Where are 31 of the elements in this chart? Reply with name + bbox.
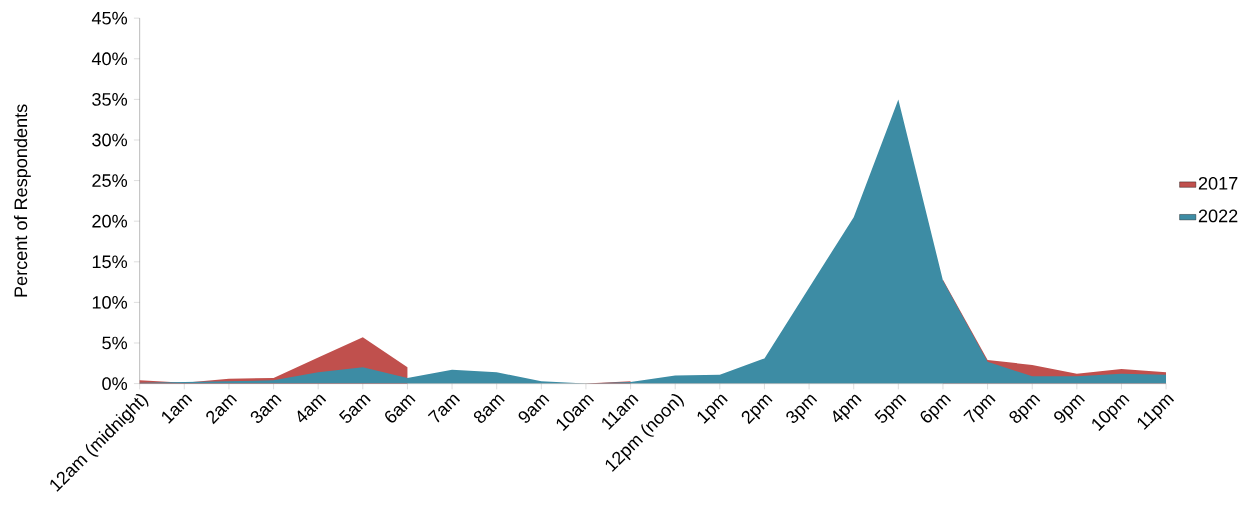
y-tick-label: 25% bbox=[92, 174, 128, 188]
x-tick-label: 1am bbox=[162, 394, 193, 424]
x-tick-label: 5pm bbox=[874, 394, 907, 424]
x-tick-label: 5am bbox=[338, 394, 371, 424]
x-tick-label: 3pm bbox=[786, 395, 818, 424]
y-tick-label: 30% bbox=[92, 133, 128, 147]
x-tick-label: 9am bbox=[518, 395, 550, 424]
x-tick-label: 6pm bbox=[920, 395, 952, 423]
x-tick-label: 8am bbox=[473, 395, 505, 424]
x-tick-label: 3am bbox=[250, 395, 282, 424]
y-tick-label: 40% bbox=[91, 52, 128, 66]
x-tick-label: 2am bbox=[206, 395, 238, 425]
y-axis-title: Percent of Respondents bbox=[13, 104, 31, 297]
y-tick-label: 5% bbox=[102, 336, 128, 350]
x-tick-label: 8pm bbox=[1009, 395, 1041, 424]
y-tick-label: 15% bbox=[92, 255, 128, 269]
x-tick-label: 4am bbox=[297, 394, 327, 423]
legend-label: 2017 bbox=[1198, 177, 1238, 190]
legend-label: 2022 bbox=[1198, 209, 1238, 223]
y-tick-label: 10% bbox=[92, 296, 128, 310]
y-tick-label: 0% bbox=[102, 377, 128, 391]
y-tick-label: 45% bbox=[91, 12, 128, 25]
x-tick-label: 7pm bbox=[963, 394, 996, 423]
y-tick-label: 20% bbox=[92, 214, 128, 228]
x-tick-label: 4pm bbox=[833, 394, 862, 423]
x-tick-label: 6am bbox=[385, 395, 416, 423]
y-tick-label: 35% bbox=[92, 93, 128, 107]
x-tick-label: 1pm bbox=[697, 394, 728, 424]
x-tick-label: 9pm bbox=[1054, 395, 1085, 424]
x-tick-label: 7am bbox=[427, 394, 461, 423]
x-tick-label: 2pm bbox=[741, 395, 773, 425]
